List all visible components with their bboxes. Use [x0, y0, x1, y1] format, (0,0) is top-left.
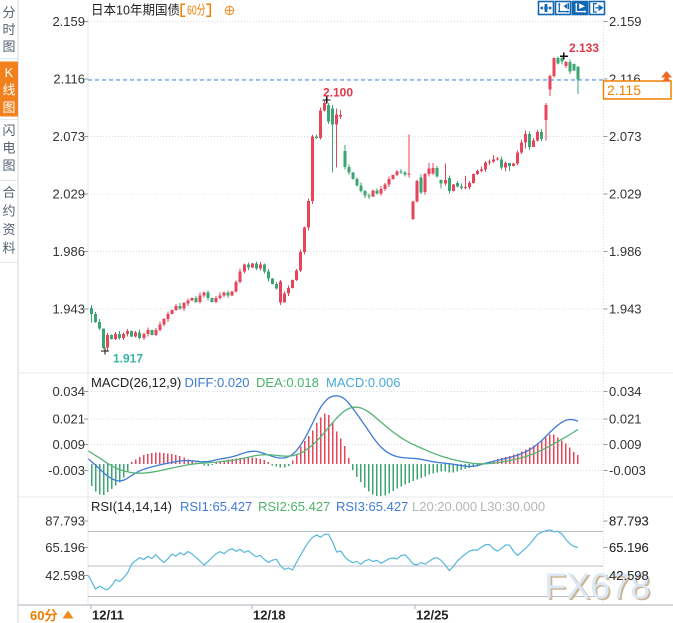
svg-text:60分: 60分 — [30, 608, 57, 623]
svg-text:图: 图 — [2, 158, 15, 173]
svg-text:FX678: FX678 — [546, 567, 652, 608]
svg-text:合: 合 — [2, 185, 15, 200]
svg-text:闪: 闪 — [2, 123, 15, 138]
svg-text:RSI2:65.427: RSI2:65.427 — [258, 499, 330, 514]
svg-text:0.009: 0.009 — [52, 437, 85, 452]
svg-text:MACD(26,12,9): MACD(26,12,9) — [91, 375, 181, 390]
svg-text:12/25: 12/25 — [416, 608, 449, 623]
svg-text:-0.003: -0.003 — [48, 463, 85, 478]
svg-text:-0.003: -0.003 — [609, 463, 646, 478]
svg-text:0.034: 0.034 — [609, 384, 642, 399]
svg-text:电: 电 — [2, 141, 15, 156]
svg-text:12/18: 12/18 — [253, 608, 286, 623]
svg-text:RSI1:65.427: RSI1:65.427 — [180, 499, 252, 514]
svg-text:65.196: 65.196 — [609, 540, 649, 555]
svg-text:图: 图 — [2, 39, 15, 54]
svg-text:1.986: 1.986 — [609, 244, 642, 259]
svg-text:2.073: 2.073 — [609, 129, 642, 144]
svg-text:2.115: 2.115 — [607, 82, 641, 98]
svg-text:L20:20.000: L20:20.000 — [412, 499, 477, 514]
svg-text:42.598: 42.598 — [45, 568, 85, 583]
svg-text:0.034: 0.034 — [52, 384, 85, 399]
svg-text:2.159: 2.159 — [609, 14, 642, 29]
svg-text:RSI(14,14,14): RSI(14,14,14) — [91, 499, 172, 514]
svg-text:2.029: 2.029 — [52, 187, 85, 202]
svg-text:42.598: 42.598 — [609, 568, 649, 583]
svg-text:12/11: 12/11 — [92, 608, 124, 623]
svg-text:1.917: 1.917 — [113, 352, 143, 366]
svg-text:DEA:0.018: DEA:0.018 — [256, 375, 319, 390]
svg-text:DIFF:0.020: DIFF:0.020 — [185, 375, 250, 390]
svg-text:42.598: 42.598 — [609, 568, 649, 583]
svg-text:1.943: 1.943 — [52, 302, 85, 317]
svg-text:87.793: 87.793 — [45, 514, 85, 529]
svg-text:2.116: 2.116 — [53, 72, 85, 87]
svg-text:FX678: FX678 — [544, 566, 650, 607]
svg-text:1.943: 1.943 — [609, 302, 642, 317]
svg-text:1.986: 1.986 — [52, 244, 85, 259]
svg-text:65.196: 65.196 — [45, 540, 85, 555]
svg-text:60分: 60分 — [187, 3, 206, 18]
svg-text:线: 线 — [2, 83, 15, 98]
svg-text:RSI3:65.427: RSI3:65.427 — [336, 499, 408, 514]
svg-text:L30:30.000: L30:30.000 — [480, 499, 545, 514]
svg-text:2.100: 2.100 — [323, 86, 353, 100]
svg-text:2.073: 2.073 — [52, 129, 85, 144]
svg-text:2.133: 2.133 — [569, 41, 599, 55]
svg-text:2.159: 2.159 — [52, 14, 85, 29]
svg-text:分: 分 — [2, 5, 15, 20]
svg-text:87.793: 87.793 — [609, 514, 649, 529]
svg-text:日本10年期国债: 日本10年期国债 — [91, 3, 180, 18]
svg-text:料: 料 — [2, 241, 15, 256]
svg-text:K: K — [5, 65, 14, 80]
svg-text:MACD:0.006: MACD:0.006 — [326, 375, 400, 390]
svg-text:时: 时 — [2, 22, 15, 37]
svg-text:约: 约 — [2, 204, 15, 219]
svg-text:65.196: 65.196 — [609, 540, 649, 555]
svg-text:87.793: 87.793 — [609, 514, 649, 529]
svg-text:0.021: 0.021 — [52, 412, 85, 427]
svg-text:资: 资 — [2, 222, 15, 237]
svg-text:0.009: 0.009 — [609, 437, 642, 452]
svg-text:图: 图 — [2, 100, 15, 115]
svg-text:2.029: 2.029 — [609, 187, 642, 202]
svg-text:0.021: 0.021 — [609, 412, 642, 427]
